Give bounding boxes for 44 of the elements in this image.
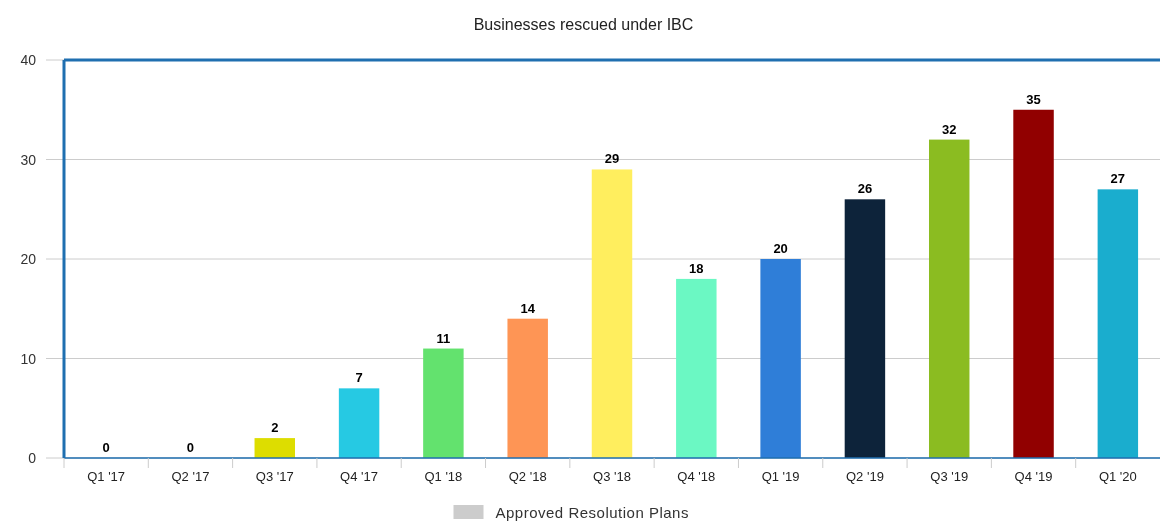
x-tick-label: Q4 '18 <box>677 469 716 484</box>
bar <box>1013 109 1054 458</box>
x-tick-label: Q2 '18 <box>508 469 547 484</box>
text: Approved Resolution Plans <box>495 504 689 521</box>
y-tick-label: 40 <box>20 52 37 68</box>
data-label: 26 <box>857 181 873 197</box>
x-tick-label: Q4 '17 <box>340 469 379 484</box>
bar <box>423 348 464 458</box>
chart-title: Businesses rescued under IBC <box>473 16 694 33</box>
data-label: 2 <box>271 420 279 436</box>
bar <box>676 278 717 458</box>
x-tick-label: Q3 '18 <box>593 469 631 484</box>
y-tick-label: 10 <box>20 350 37 367</box>
data-label: 11 <box>436 330 451 346</box>
data-label: 20 <box>773 241 788 256</box>
x-tick-label: Q1 '18 <box>424 469 463 484</box>
data-label: 27 <box>1110 171 1126 187</box>
data-label: 7 <box>355 370 363 386</box>
y-tick-label: 30 <box>20 151 37 168</box>
bar <box>338 388 380 458</box>
data-label: 0 <box>186 440 195 455</box>
x-tick-label: Q2 '19 <box>845 469 884 484</box>
data-label: 0 <box>102 440 110 455</box>
x-tick-label: Q1 '20 <box>1098 469 1137 484</box>
x-tick-label: Q2 '17 <box>171 469 210 484</box>
x-tick-label: Q4 '19 <box>1014 469 1053 484</box>
bar <box>254 438 295 458</box>
data-label: 14 <box>520 300 536 316</box>
bar <box>760 259 801 458</box>
x-tick-label: Q1 '17 <box>87 469 126 484</box>
bar <box>844 199 886 458</box>
bar <box>929 139 970 458</box>
bar <box>591 169 633 458</box>
y-tick-label: 20 <box>20 251 37 267</box>
y-tick-label: 0 <box>28 450 37 466</box>
bar <box>1097 189 1139 458</box>
bar <box>507 318 548 458</box>
x-tick-label: Q3 '17 <box>255 469 294 484</box>
data-label: 29 <box>604 151 620 167</box>
data-label: 32 <box>942 121 957 137</box>
x-tick-label: Q1 '19 <box>761 469 800 484</box>
x-tick-label: Q3 '19 <box>930 469 969 484</box>
data-label: 35 <box>1026 91 1041 107</box>
data-label: 18 <box>689 260 704 276</box>
